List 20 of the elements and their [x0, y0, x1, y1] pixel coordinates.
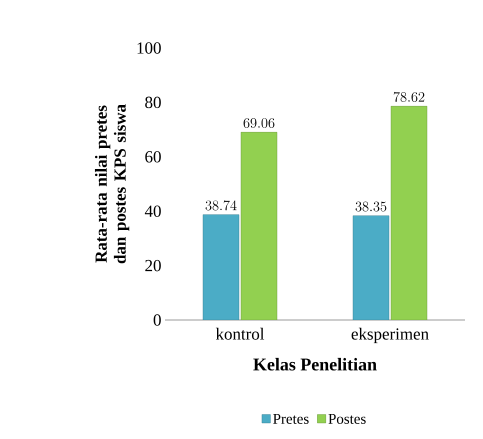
- data-label: 78.62: [394, 92, 424, 102]
- y-tick-label: 80: [145, 96, 161, 108]
- x-tick-label: eksperimen: [352, 328, 429, 344]
- bar: [390, 106, 428, 320]
- legend-label: Pretes: [273, 414, 309, 424]
- legend-label: Postes: [328, 414, 366, 424]
- x-axis-title: Kelas Penelitian: [253, 358, 377, 371]
- bar: [352, 215, 390, 320]
- bar: [240, 132, 278, 320]
- data-label: 38.74: [206, 200, 237, 210]
- data-label: 38.35: [356, 202, 386, 212]
- y-tick-label: 20: [145, 260, 161, 272]
- data-label: 69.06: [244, 118, 274, 128]
- y-tick-label: 40: [144, 205, 161, 217]
- bar: [202, 214, 240, 320]
- y-axis-title: Rata-rata nilai pretes dan postes KPS siswa: [94, 104, 130, 264]
- y-tick-label: 60: [145, 151, 161, 163]
- x-tick-label: kontrol: [216, 328, 264, 340]
- y-tick-label: 100: [138, 42, 161, 54]
- y-tick-label: 0: [154, 314, 161, 326]
